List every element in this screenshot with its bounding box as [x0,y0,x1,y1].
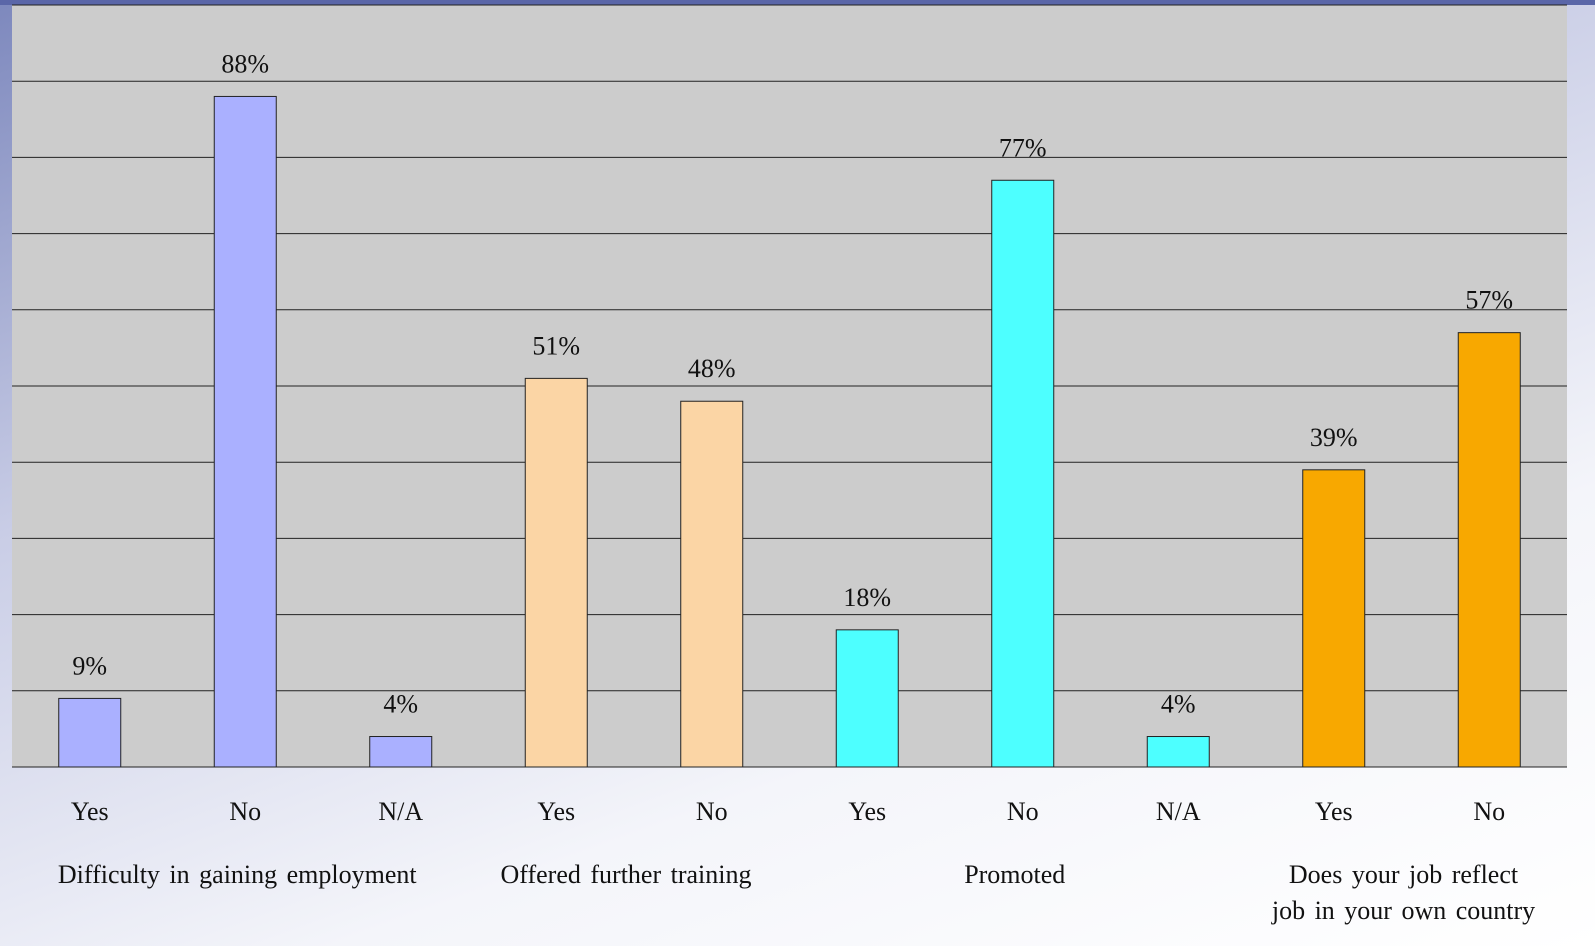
bar [1457,332,1521,768]
group-label: Difficulty in gaining employment [58,860,418,889]
value-label: 51% [532,331,580,360]
x-tick-label: N/A [378,797,423,826]
bar [1302,469,1366,768]
bar [213,95,277,768]
bar [680,400,744,768]
group-label: Promoted [964,860,1065,889]
top-border [0,0,1595,5]
value-label: 9% [72,651,107,680]
bar [524,377,588,768]
group-label: Does your job reflect [1289,860,1519,889]
x-tick-label: No [696,797,728,826]
value-label: 88% [221,49,269,78]
group-label: Offered further training [501,860,752,889]
x-tick-label: Yes [537,797,575,826]
x-tick-label: Yes [848,797,886,826]
bar [1146,736,1210,768]
bar [835,629,899,768]
value-label: 18% [843,583,891,612]
value-label: 39% [1310,423,1358,452]
bar [991,179,1055,768]
value-label: 57% [1465,286,1513,315]
x-tick-label: No [1007,797,1039,826]
value-label: 4% [1161,690,1196,719]
x-tick-label: No [229,797,261,826]
group-label: job in your own country [1271,896,1535,925]
x-tick-label: Yes [71,797,109,826]
value-label: 4% [383,690,418,719]
bar [369,736,433,768]
x-tick-label: No [1473,797,1505,826]
value-label: 48% [688,354,736,383]
bar [58,697,122,768]
value-label: 77% [999,133,1047,162]
x-tick-label: Yes [1315,797,1353,826]
x-tick-label: N/A [1156,797,1201,826]
